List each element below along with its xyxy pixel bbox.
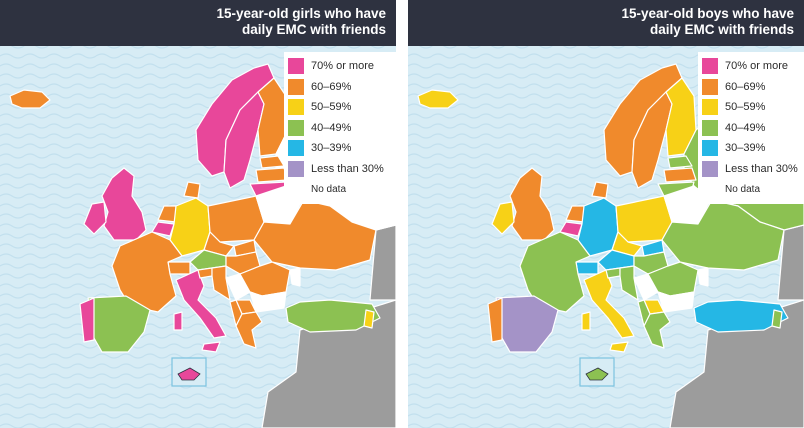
country-bulgaria <box>249 291 287 313</box>
legend-label: Less than 30% <box>311 162 384 175</box>
panel-title: 15-year-old girls who have daily EMC wit… <box>216 6 386 37</box>
legend-label: 60–69% <box>725 80 766 93</box>
country-france <box>111 231 183 313</box>
legend-item: 70% or more <box>702 56 804 77</box>
region-outside <box>669 299 804 428</box>
region-outside <box>261 299 396 428</box>
legend-item: 40–49% <box>288 118 392 139</box>
legend: 70% or more 60–69% 50–59% 40–49% 30–39% … <box>698 52 804 204</box>
country-sicily <box>201 341 221 353</box>
country-turkey <box>285 299 381 333</box>
legend-item: 50–59% <box>702 97 804 118</box>
legend-item: Less than 30% <box>702 159 804 180</box>
country-moldova <box>697 267 709 287</box>
legend: 70% or more 60–69% 50–59% 40–49% 30–39% … <box>284 52 396 204</box>
country-iceland <box>417 89 459 109</box>
legend-label: 70% or more <box>311 60 374 73</box>
legend-swatch <box>288 58 304 75</box>
legend-swatch <box>702 181 718 198</box>
country-slovenia <box>197 267 213 279</box>
legend-swatch <box>288 140 304 157</box>
country-denmark <box>183 181 201 199</box>
country-belarus <box>663 185 709 225</box>
legend-label: No data <box>725 183 761 195</box>
country-moldova <box>289 267 301 287</box>
legend-swatch <box>288 78 304 95</box>
country-estonia <box>667 155 693 169</box>
country-israel <box>771 309 783 329</box>
legend-item: 30–39% <box>702 138 804 159</box>
country-switzerland <box>575 261 599 275</box>
country-sicily <box>609 341 629 353</box>
country-bulgaria <box>657 291 695 313</box>
legend-item: 60–69% <box>702 77 804 98</box>
legend-label: 60–69% <box>311 80 352 93</box>
legend-swatch <box>288 99 304 116</box>
country-portugal <box>487 297 503 343</box>
country-ukraine <box>661 199 785 271</box>
country-greece <box>643 311 671 349</box>
country-iceland <box>9 89 51 109</box>
legend-item: 40–49% <box>702 118 804 139</box>
map-panel-boys: 15-year-old boys who have daily EMC with… <box>408 0 804 428</box>
legend-item: 30–39% <box>288 138 392 159</box>
panel-header: 15-year-old boys who have daily EMC with… <box>408 0 804 46</box>
country-switzerland <box>167 261 191 275</box>
country-uk <box>101 167 147 241</box>
legend-swatch <box>288 160 304 177</box>
country-ireland <box>491 201 515 235</box>
legend-label: 30–39% <box>311 142 352 155</box>
legend-item: No data <box>288 179 392 200</box>
legend-label: No data <box>311 183 347 195</box>
panel-header: 15-year-old girls who have daily EMC wit… <box>0 0 396 46</box>
legend-swatch <box>288 181 304 198</box>
country-israel <box>363 309 375 329</box>
legend-swatch <box>702 58 718 75</box>
legend-label: Less than 30% <box>725 162 798 175</box>
malta-inset <box>171 357 207 387</box>
country-uk <box>509 167 555 241</box>
legend-item: Less than 30% <box>288 159 392 180</box>
country-latvia <box>663 167 697 183</box>
country-croatia <box>211 265 231 301</box>
country-france <box>519 231 591 313</box>
legend-swatch <box>702 78 718 95</box>
legend-item: 70% or more <box>288 56 392 77</box>
panel-title: 15-year-old boys who have daily EMC with… <box>621 6 794 37</box>
legend-item: 50–59% <box>288 97 392 118</box>
legend-label: 50–59% <box>311 101 352 114</box>
country-ireland <box>83 201 107 235</box>
country-turkey <box>693 299 789 333</box>
legend-label: 70% or more <box>725 60 788 73</box>
legend-label: 40–49% <box>725 121 766 134</box>
legend-swatch <box>702 119 718 136</box>
europe-map-boys <box>408 0 804 428</box>
country-croatia <box>619 265 639 301</box>
legend-item: 60–69% <box>288 77 392 98</box>
legend-swatch <box>288 119 304 136</box>
map-panel-girls: 15-year-old girls who have daily EMC wit… <box>0 0 396 428</box>
legend-swatch <box>702 140 718 157</box>
country-portugal <box>79 297 95 343</box>
country-ukraine <box>253 199 377 271</box>
legend-swatch <box>702 99 718 116</box>
malta-inset <box>579 357 615 387</box>
country-slovenia <box>605 267 621 279</box>
country-denmark <box>591 181 609 199</box>
legend-item: No data <box>702 179 804 200</box>
country-greece <box>235 311 263 349</box>
legend-label: 30–39% <box>725 142 766 155</box>
legend-label: 40–49% <box>311 121 352 134</box>
legend-label: 50–59% <box>725 101 766 114</box>
country-sardinia <box>173 311 183 331</box>
country-sardinia <box>581 311 591 331</box>
legend-swatch <box>702 160 718 177</box>
